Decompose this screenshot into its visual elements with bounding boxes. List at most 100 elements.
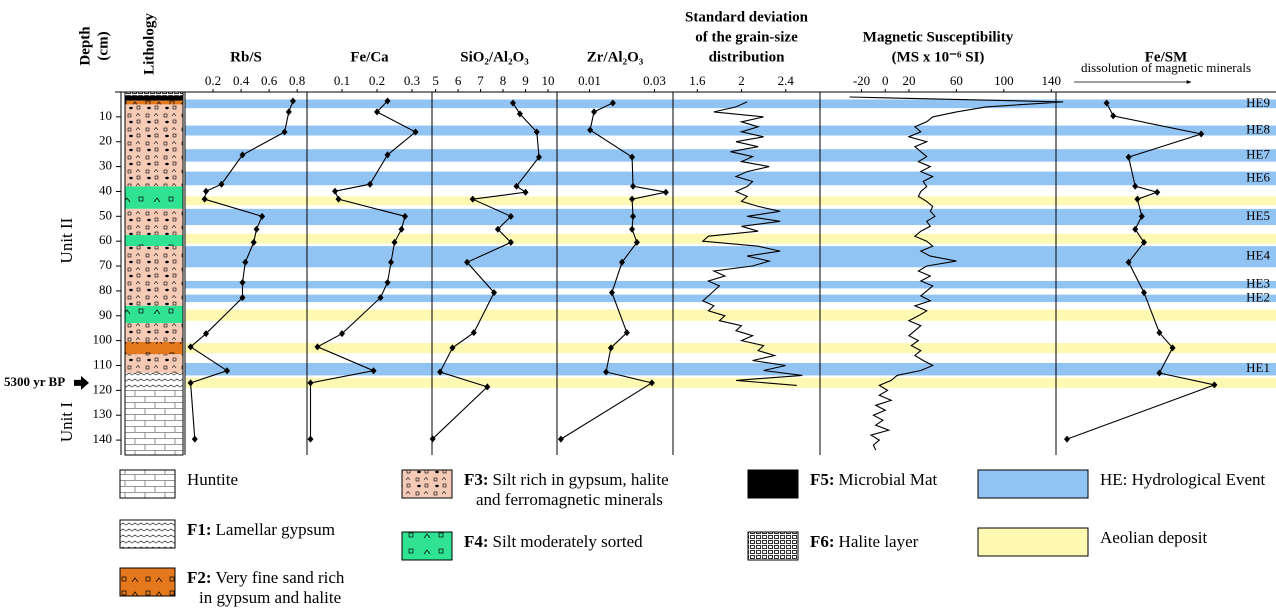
lithology-layer (125, 235, 183, 246)
x-tick-label: 0.2 (205, 73, 221, 88)
legend-code: F3: (464, 470, 489, 489)
x-tick-label: 0.6 (261, 73, 278, 88)
legend-code: F6: (810, 532, 835, 551)
y-tick-label: 110 (93, 356, 112, 371)
panel-title: (MS x 10⁻⁶ SI) (892, 49, 985, 65)
lithology-layer (125, 389, 183, 455)
x-tick-label: -20 (853, 73, 870, 88)
legend-swatch (120, 568, 175, 596)
legend-text: Very fine sand rich (216, 568, 345, 587)
y-tick-label: 10 (99, 108, 112, 123)
unit-label: Unit II (57, 217, 76, 263)
lithology-layer (125, 92, 183, 96)
x-tick-label: 9 (522, 73, 529, 88)
legend-code: F2: (187, 568, 212, 587)
x-tick-label: 0 (882, 73, 889, 88)
panel-title: SiO₂/Al₂O₃ (460, 49, 529, 65)
legend-code: F1: (187, 520, 212, 539)
x-tick-label: 0.8 (289, 73, 305, 88)
legend-code: F5: (810, 470, 835, 489)
aeolian-band (185, 310, 1276, 321)
panel-title: distribution (709, 49, 786, 65)
y-tick-label: 30 (99, 158, 112, 173)
legend-swatch (748, 470, 798, 498)
lithology-layer (125, 354, 183, 373)
x-tick-label: 60 (950, 73, 963, 88)
data-point (471, 329, 477, 336)
event-label: HE2 (1246, 289, 1270, 304)
legend-swatch (120, 520, 175, 548)
legend-code: F4: (464, 532, 489, 551)
data-point (629, 226, 635, 233)
x-tick-label: 0.1 (334, 73, 350, 88)
x-tick-label: 0.2 (369, 73, 385, 88)
data-point (332, 188, 338, 195)
event-label: HE7 (1246, 146, 1270, 161)
data-point (308, 436, 314, 443)
y-tick-label: 70 (99, 257, 112, 272)
data-point (1110, 112, 1116, 119)
aeolian-band (185, 378, 1276, 388)
hydrological-band (185, 126, 1276, 136)
x-tick-label: 10 (542, 73, 555, 88)
data-point (254, 226, 260, 233)
legend-text: Silt rich in gypsum, halite (493, 470, 669, 489)
y-tick-label: 80 (99, 282, 112, 297)
x-tick-label: 0.03 (643, 73, 666, 88)
age-marker-arrow (74, 376, 89, 390)
hydrological-band (185, 149, 1276, 161)
data-point (1064, 436, 1070, 443)
panel-title: Magnetic Susceptibility (863, 29, 1014, 45)
legend-text: and ferromagnetic minerals (476, 490, 663, 509)
legend-label: F5:Microbial Mat (810, 470, 937, 489)
x-tick-label: 20 (902, 73, 915, 88)
legend-swatch (402, 532, 452, 560)
lithology-layer (125, 246, 183, 306)
y-tick-label: 90 (99, 307, 112, 322)
legend-swatch (978, 470, 1088, 498)
event-label: HE5 (1246, 208, 1270, 223)
data-point (286, 108, 292, 115)
x-tick-label: 7 (477, 73, 484, 88)
x-tick-label: 8 (500, 73, 507, 88)
aeolian-band (185, 343, 1276, 353)
age-marker-label: 5300 yr BP (4, 374, 65, 389)
legend-swatch (748, 532, 798, 560)
panel-note: dissolution of magnetic minerals (1081, 60, 1251, 75)
legend-label: Aeolian deposit (1100, 528, 1207, 547)
x-tick-label: 5 (432, 73, 439, 88)
event-label: HE8 (1246, 122, 1270, 137)
x-tick-label: 0.3 (404, 73, 420, 88)
hydrological-band (185, 246, 1276, 267)
hydrological-band (185, 295, 1276, 302)
y-tick-label: 130 (93, 406, 113, 421)
data-point (192, 436, 198, 443)
lithology-layer (125, 104, 183, 186)
hydrological-band (185, 172, 1276, 186)
lithology-layer (125, 209, 183, 235)
event-label: HE9 (1246, 95, 1270, 110)
x-tick-label: 1.6 (689, 73, 706, 88)
event-label: HE1 (1246, 360, 1270, 375)
legend-label: HE: Hydrological Event (1100, 470, 1266, 489)
lithology-title: Lithology (141, 13, 157, 75)
y-tick-label: 120 (93, 381, 113, 396)
legend-text: Aeolian deposit (1100, 528, 1207, 547)
lithology-layer (125, 96, 183, 101)
data-point (399, 226, 405, 233)
data-point (523, 189, 529, 196)
legend-swatch (978, 528, 1088, 556)
y-tick-label: 50 (99, 207, 112, 222)
panel-title: Standard deviation (685, 9, 809, 25)
hydrological-band (185, 99, 1276, 108)
lithology-layer (125, 373, 183, 389)
lithology-layer (125, 342, 183, 354)
legend-label: F1:Lamellar gypsum (187, 520, 335, 539)
unit-label: Unit I (57, 402, 76, 442)
legend-text: Microbial Mat (839, 470, 938, 489)
figure: HE9HE8HE7HE6HE5HE4HE3HE2HE1Depth(cm)1020… (0, 0, 1276, 610)
lithology-layer (125, 323, 183, 342)
data-point (663, 189, 669, 196)
panel-title: Rb/S (230, 49, 262, 65)
y-tick-label: 100 (93, 332, 113, 347)
